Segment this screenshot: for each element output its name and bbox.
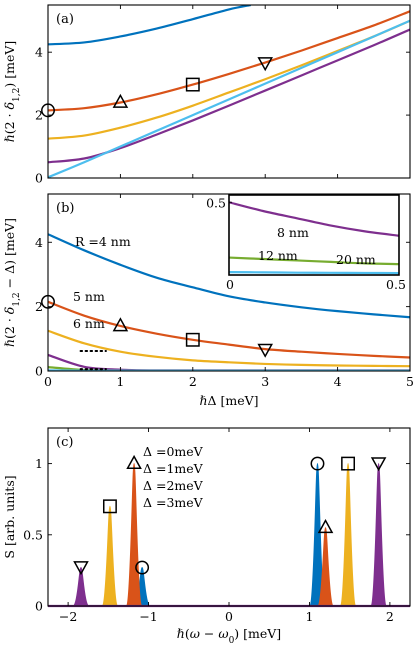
curves-layer [48,5,410,608]
inset-curves [229,201,399,275]
inset-label-12nm: 12 nm [258,248,298,263]
panel-c-peak-yellow [101,505,119,606]
panel-b-ylabel: ℏ(2 · δ1,2 − Δ) [meV] [2,218,22,347]
panel-c-marker-circle [135,560,150,575]
panel-a-label: (a) [56,12,74,27]
panel-b-marker-triangle-up [112,317,129,332]
panel-a-ylabel: ℏ(2 · δ1,2) [meV] [2,41,22,143]
panel-b-xtick-label: 5 [406,374,414,389]
panel-b-series-blue [48,233,410,319]
panel-a-series-blue [48,5,251,46]
panel-c-label: (c) [56,435,73,450]
panel-c-peak-orange [317,527,334,606]
inset-ytick-label: 0.5 [206,195,226,210]
panel-c-legend-blue: Δ =0meV [143,444,204,459]
panel-c-frame [47,427,411,607]
panel-b-ytick-label: 2 [35,299,43,314]
panel-c-ylabel: S [arb. units] [2,475,17,558]
inset-series-cyan [229,270,399,275]
inset-xtick-label: 0 [226,277,234,292]
panel-c-marker-square [102,499,117,514]
panel-c-peak-purple [370,462,388,606]
panel-a-marker-square [185,77,200,92]
inset-label-20nm: 20 nm [336,252,376,267]
panel-b-xtick-label: 1 [116,374,124,389]
frames-layer [47,4,411,607]
panel-c-marker-circle [310,456,325,471]
panel-c-xtick-label: 2 [386,609,394,624]
inset-label-8nm: 8 nm [277,225,309,240]
panel-c-legend-purple: Δ =3meV [143,495,204,510]
panel-b-xtick-label: 0 [44,374,52,389]
panel-c-xtick-label: −1 [139,609,157,624]
panel-b-label-R4: R =4 nm [75,234,131,249]
panel-c-ytick-label: 0 [35,599,43,614]
panel-b-label-5nm: 5 nm [73,289,105,304]
panel-c-peak-purple [72,566,90,606]
panel-b-label-6nm: 6 nm [73,316,105,331]
inset-series-purple [229,201,399,237]
panel-a-ytick-label: 0 [35,171,43,186]
panel-b-series-yellow [48,329,410,368]
panel-c-legend-orange: Δ =1meV [143,461,204,476]
panel-a-marker-circle [41,103,55,118]
panel-c-ytick-label: 1 [35,456,43,471]
panel-b-series-orange [48,300,410,359]
panel-a-series-cyan [48,19,410,178]
panel-b-xtick-label: 4 [334,374,342,389]
panel-c-xtick-label: 0 [225,609,233,624]
inset-xtick-label: 0.5 [386,277,406,292]
panel-b-marker-triangle-down [257,343,273,358]
panel-c-xlabel: ℏ(ω − ω0) [meV] [177,626,281,646]
panel-a-frame [47,4,411,179]
text-layer: 0 2 4 (a) ℏ(2 · δ1,2) [meV] 0 1 2 3 4 5 0 2 4 (b) ℏ(2 ·… [2,12,414,646]
panel-c-marker-triangle-down [370,457,387,472]
panel-c-marker-triangle-up [126,454,142,469]
panel-b-ytick-label: 4 [35,235,43,250]
panel-c-legend-yellow: Δ =2meV [143,478,204,493]
panel-b-marker-square [185,332,200,347]
panel-c-peak-orange [125,462,143,606]
panel-a-series-yellow [48,19,410,140]
panel-c-marker-square [341,456,356,471]
panel-b-xtick-label: 2 [189,374,197,389]
panel-b-xtick-label: 3 [261,374,269,389]
panel-a-marker-triangle-down [257,57,273,72]
panel-a-ytick-label: 4 [35,45,43,60]
panel-a-series-orange [48,10,410,112]
panel-a-series-purple [48,28,410,164]
panel-c-peak-yellow [339,462,357,606]
panel-c-xtick-label: −2 [59,609,77,624]
markers-layer [41,57,387,576]
panel-a-ytick-label: 2 [35,108,43,123]
panel-c-xtick-label: 1 [305,609,313,624]
panel-c-ytick-label: 0.5 [23,527,43,542]
panel-c-marker-triangle-down [73,561,89,576]
inset-frame [228,194,400,276]
inset-series-green [229,256,399,266]
panel-b-ytick-label: 0 [35,364,43,379]
panel-c-marker-triangle-up [317,518,334,534]
panel-a-marker-triangle-up [112,93,129,108]
panel-b-label: (b) [56,201,74,216]
panel-b-frame [47,193,411,372]
panel-b-marker-circle [41,294,55,309]
panel-b-xlabel: ℏΔ [meV] [199,393,258,408]
